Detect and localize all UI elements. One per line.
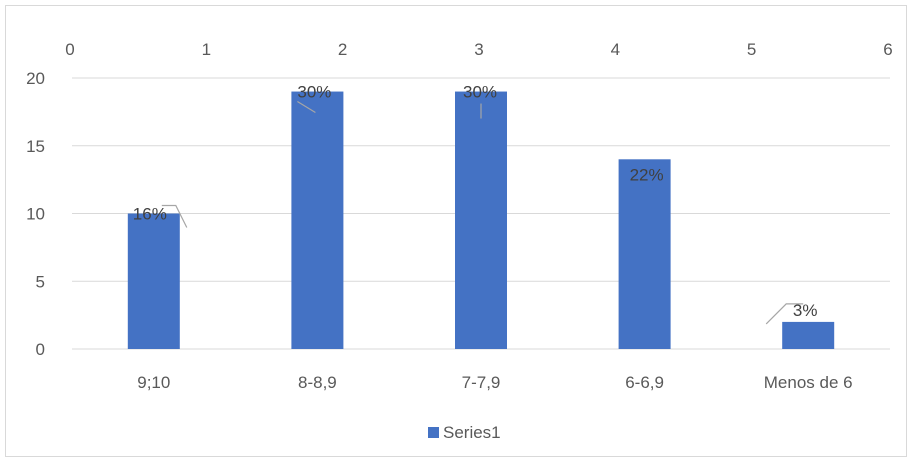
secondary-x-axis-ticks: 0 1 2 3 4 5 6 (65, 40, 892, 59)
top-x-tick-label: 0 (65, 40, 74, 59)
data-label-leader-lines (161, 101, 804, 325)
bar-Menos de 6 (782, 321, 835, 349)
category-label: 9;10 (137, 373, 170, 392)
bar-7-7,9 (455, 91, 507, 350)
top-x-tick-label: 3 (474, 40, 483, 59)
leader-line (161, 204, 188, 228)
data-label: 22% (630, 165, 664, 184)
category-label: 7-7,9 (462, 373, 501, 392)
leader-line (297, 101, 316, 114)
top-x-tick-label: 6 (883, 40, 892, 59)
data-labels: 16% 30% 30% 22% 3% (133, 83, 818, 320)
legend: Series1 (428, 423, 501, 442)
y-tick-label: 10 (26, 205, 45, 224)
category-label: 6-6,9 (625, 373, 664, 392)
y-tick-label: 0 (36, 340, 45, 359)
y-tick-label: 5 (36, 272, 45, 291)
legend-swatch (428, 427, 439, 438)
y-tick-label: 15 (26, 137, 45, 156)
data-label: 16% (133, 205, 167, 224)
top-x-tick-label: 1 (202, 40, 211, 59)
data-label: 3% (793, 301, 818, 320)
legend-label-series1: Series1 (443, 423, 501, 442)
category-axis-labels: 9;10 8-8,9 7-7,9 6-6,9 Menos de 6 (137, 373, 852, 392)
y-tick-label: 20 (26, 69, 45, 88)
bars (127, 91, 835, 350)
y-axis-ticks: 0 5 10 15 20 (26, 69, 45, 359)
category-label: 8-8,9 (298, 373, 337, 392)
data-label: 30% (297, 83, 331, 102)
bar-6-6,9 (618, 159, 671, 349)
top-x-tick-label: 5 (747, 40, 756, 59)
bar-9;10 (127, 213, 180, 349)
bar-8-8,9 (291, 91, 344, 350)
top-x-tick-label: 4 (611, 40, 620, 59)
data-label: 30% (463, 83, 497, 102)
category-label: Menos de 6 (764, 373, 853, 392)
leader-line (765, 303, 804, 325)
top-x-tick-label: 2 (338, 40, 347, 59)
